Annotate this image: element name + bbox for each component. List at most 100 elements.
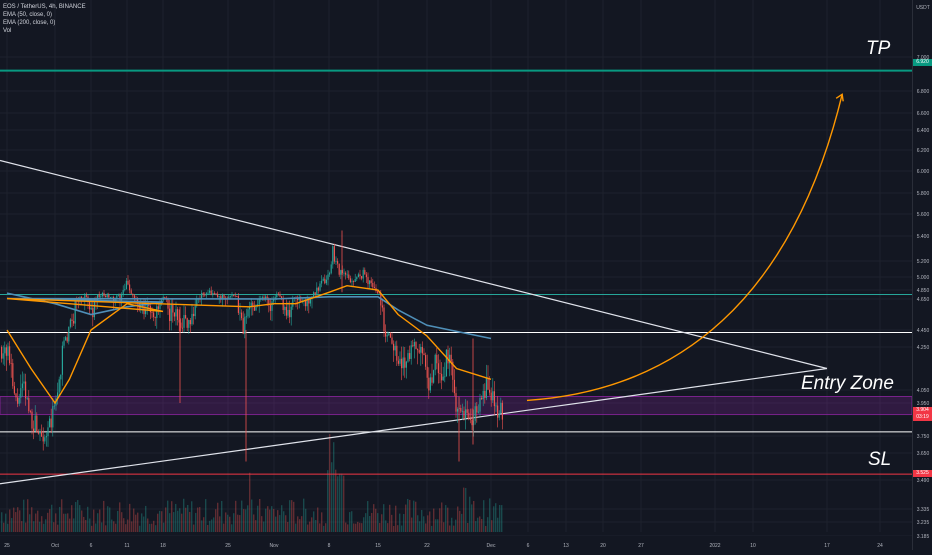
candle-body: [93, 298, 95, 318]
legend-title[interactable]: EOS / TetherUS, 4h, BINANCE: [3, 4, 86, 10]
candle-body: [153, 312, 155, 318]
volume-bar: [299, 519, 301, 532]
volume-bar: [77, 500, 79, 532]
price-tick-label: 6.000: [917, 169, 930, 175]
candle-body: [221, 294, 223, 300]
volume-bar: [53, 522, 55, 532]
legend-ema50[interactable]: EMA (50, close, 0): [3, 12, 53, 18]
candle-body: [436, 354, 438, 364]
volume-bar: [159, 510, 161, 532]
volume-bar: [151, 523, 153, 532]
candle-body: [274, 297, 276, 299]
candle-body: [36, 415, 38, 433]
volume-bar: [413, 500, 415, 532]
volume-bar: [11, 518, 13, 532]
volume-bar: [355, 523, 357, 532]
candle-body: [335, 261, 337, 262]
volume-bar: [471, 504, 473, 532]
candle-body: [157, 306, 159, 309]
volume-bar: [43, 523, 45, 532]
candle-body: [425, 355, 427, 367]
volume-bar: [389, 504, 391, 532]
volume-bar: [337, 476, 339, 532]
volume-bar: [313, 511, 315, 532]
volume-bar: [165, 507, 167, 532]
volume-bar: [29, 514, 31, 532]
candle-body: [258, 298, 260, 305]
volume-bar: [97, 513, 99, 532]
candle-body: [297, 298, 299, 301]
candle-body: [271, 301, 273, 311]
candle-body: [437, 363, 439, 374]
volume-bar: [343, 475, 345, 532]
candle-body: [385, 331, 387, 337]
volume-bar: [117, 510, 119, 532]
candle-body: [476, 406, 478, 413]
candle-body: [487, 378, 489, 390]
candle-body: [501, 402, 503, 420]
tp-label: TP: [866, 38, 891, 59]
candle-body: [308, 298, 310, 304]
candle-body: [292, 298, 294, 307]
candle-body: [65, 337, 67, 341]
volume-bar: [405, 504, 407, 532]
volume-bar: [21, 521, 23, 532]
volume-bar: [103, 500, 105, 532]
time-tick-label: Nov: [270, 543, 279, 549]
volume-bar: [451, 517, 453, 532]
candle-body: [396, 345, 398, 361]
price-axis[interactable]: USDT 7.000 6.800 6.600 6.400 6.200 6.000 5.800 5…: [912, 0, 932, 550]
volume-bars: [1, 434, 503, 532]
price-tick-label: 5.200: [917, 259, 930, 265]
price-tick-label: 3.490: [917, 478, 930, 484]
candle-body: [453, 379, 455, 394]
candle-body: [186, 318, 188, 328]
candle-body: [140, 306, 142, 309]
candle-body: [353, 281, 355, 283]
volume-bar: [175, 503, 177, 532]
volume-bar: [99, 509, 101, 532]
time-tick-label: 25: [4, 543, 10, 549]
volume-bar: [349, 512, 351, 532]
volume-bar: [445, 505, 447, 532]
legend-vol[interactable]: Vol: [3, 28, 12, 34]
time-axis: 25 Oct 6 11 18 25 Nov 8 15 22 Dec 6 13 20 27 2022 10 17 24: [0, 536, 912, 550]
candle-body: [12, 363, 14, 387]
candle-body: [402, 357, 404, 369]
candle-body: [215, 293, 217, 295]
candle-body: [113, 296, 115, 303]
volume-bar: [249, 472, 251, 532]
candle-body: [145, 309, 147, 315]
time-tick-label: 17: [824, 543, 830, 549]
trendline-ascending-support: [0, 367, 828, 485]
candle-body: [237, 296, 239, 313]
price-tag-bg: [913, 59, 932, 66]
volume-bar: [41, 516, 43, 532]
volume-bar: [181, 513, 183, 532]
chart-legend: EOS / TetherUS, 4h, BINANCE EMA (50, clo…: [3, 3, 86, 35]
volume-bar: [465, 487, 467, 532]
volume-bar: [207, 525, 209, 532]
candle-body: [242, 318, 244, 334]
volume-bar: [263, 521, 265, 532]
candle-body: [103, 292, 105, 296]
volume-bar: [107, 506, 109, 532]
candle-body: [415, 342, 417, 350]
candle-body: [393, 343, 395, 351]
volume-bar: [367, 501, 369, 532]
candle-body: [33, 428, 35, 432]
candle-body: [362, 269, 364, 279]
candle-body: [127, 280, 129, 285]
candle-body: [253, 306, 255, 311]
legend-ema200[interactable]: EMA (200, close, 0): [3, 20, 56, 26]
volume-bar: [397, 525, 399, 532]
candle-body: [449, 354, 451, 364]
price-tag-bg: [913, 470, 932, 477]
volume-bar: [295, 523, 297, 532]
volume-bar: [425, 523, 427, 532]
volume-bar: [411, 517, 413, 532]
candle-body: [236, 296, 238, 297]
volume-bar: [321, 512, 323, 532]
